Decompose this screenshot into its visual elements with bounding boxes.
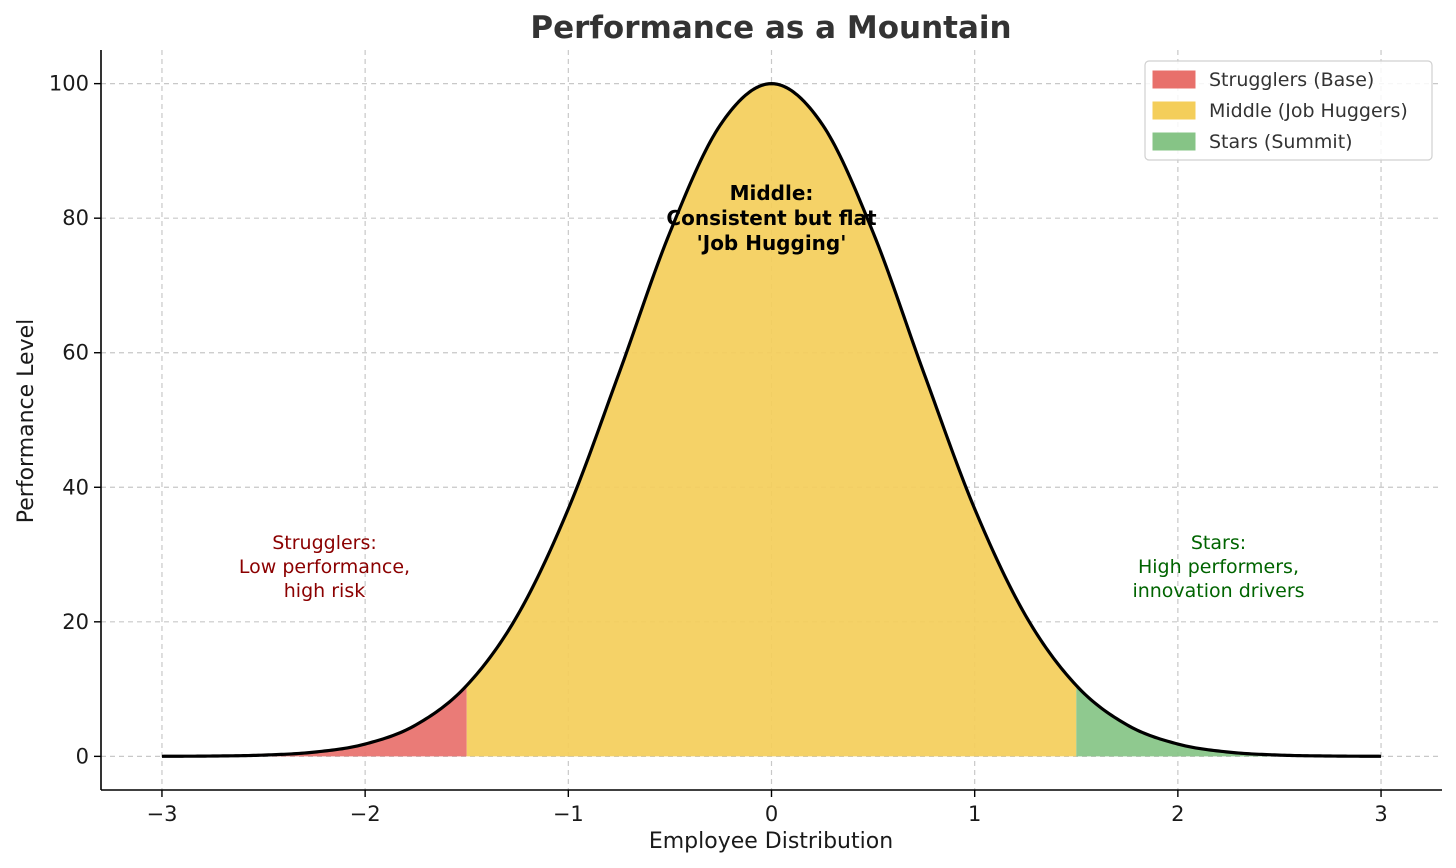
legend-swatch	[1152, 101, 1196, 120]
x-axis-label: Employee Distribution	[649, 829, 893, 854]
strugglers-area	[161, 685, 467, 757]
y-tick-label: 100	[49, 72, 89, 96]
legend-label: Strugglers (Base)	[1209, 69, 1374, 91]
x-tick-label: 2	[1171, 802, 1184, 826]
y-tick-label: 80	[62, 206, 89, 230]
annotation-line: High performers,	[1138, 556, 1299, 578]
y-axis-label: Performance Level	[14, 319, 39, 523]
x-tick-label: −3	[146, 802, 177, 826]
area-layer	[161, 83, 1382, 757]
annotation-line: 'Job Hugging'	[697, 231, 847, 255]
legend: Strugglers (Base) Middle (Job Huggers) Sta…	[1144, 60, 1433, 161]
annotation-middle: Middle: Consistent but flat 'Job Hugging'	[666, 181, 877, 255]
stars-area	[1076, 685, 1382, 757]
tick-layer: −3 −2 −1 0 1 2 3 0 20 40 60 80 100	[49, 72, 1388, 826]
annotation-stars: Stars: High performers, innovation drivers	[1132, 532, 1304, 602]
x-tick-label: −2	[350, 802, 381, 826]
legend-swatch	[1152, 132, 1196, 151]
chart-title: Performance as a Mountain	[530, 10, 1011, 46]
middle-area	[466, 83, 1077, 757]
y-tick-label: 20	[62, 610, 89, 634]
x-tick-label: 0	[765, 802, 778, 826]
legend-box	[1144, 60, 1433, 161]
annotation-line: Low performance,	[239, 556, 410, 578]
annotation-layer: Middle: Consistent but flat 'Job Hugging' S…	[239, 181, 1305, 602]
annotation-strugglers: Strugglers: Low performance, high risk	[239, 532, 410, 602]
legend-label: Middle (Job Huggers)	[1209, 100, 1408, 122]
annotation-line: Consistent but flat	[666, 206, 877, 230]
annotation-line: Middle:	[730, 181, 814, 205]
performance-curve-line	[161, 82, 1382, 758]
legend-label: Stars (Summit)	[1209, 131, 1353, 153]
x-tick-label: 3	[1374, 802, 1387, 826]
x-tick-label: 1	[968, 802, 981, 826]
y-tick-label: 40	[62, 475, 89, 499]
legend-swatch	[1152, 70, 1196, 89]
x-tick-label: −1	[553, 802, 584, 826]
y-tick-label: 0	[76, 744, 89, 768]
y-tick-label: 60	[62, 341, 89, 365]
annotation-line: Stars:	[1191, 532, 1246, 554]
annotation-line: Strugglers:	[272, 532, 377, 554]
annotation-line: high risk	[284, 580, 365, 602]
annotation-line: innovation drivers	[1132, 580, 1304, 602]
